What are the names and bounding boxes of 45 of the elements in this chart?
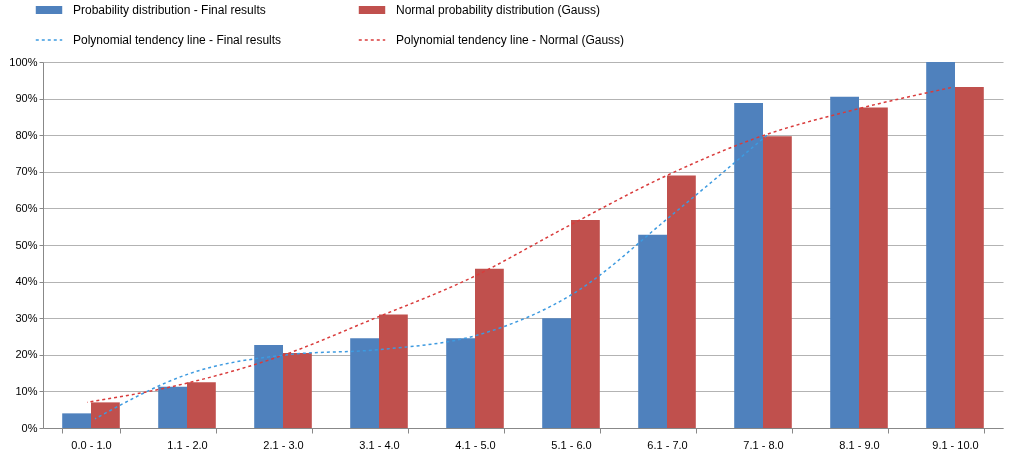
- x-tick-label: 9.1 - 10.0: [932, 438, 979, 451]
- y-tick-label: 70%: [15, 165, 38, 178]
- x-tick-label: 0.0 - 1.0: [71, 438, 112, 451]
- bar: [830, 96, 859, 428]
- y-tick-label: 30%: [15, 311, 38, 324]
- y-tick-label: 20%: [15, 348, 38, 361]
- bar: [734, 102, 763, 428]
- bar: [638, 234, 667, 428]
- bar: [667, 175, 696, 428]
- x-tick-label: 7.1 - 8.0: [743, 438, 784, 451]
- y-tick-label: 90%: [15, 92, 38, 105]
- y-tick-label: 0%: [21, 421, 38, 434]
- bar: [955, 86, 984, 428]
- x-tick-label: 6.1 - 7.0: [647, 438, 688, 451]
- y-tick-label: 100%: [9, 55, 38, 68]
- y-tick-label: 50%: [15, 238, 38, 251]
- x-tick-label: 5.1 - 6.0: [551, 438, 592, 451]
- legend-label: Polynomial tendency line - Final results: [73, 33, 282, 47]
- bar: [158, 386, 187, 428]
- bar: [926, 62, 955, 428]
- y-tick-label: 40%: [15, 275, 38, 288]
- bar: [283, 352, 312, 428]
- bar: [542, 318, 571, 428]
- legend-label: Polynomial tendency line - Normal (Gauss): [396, 33, 625, 47]
- x-tick-label: 1.1 - 2.0: [167, 438, 208, 451]
- bar: [763, 136, 792, 428]
- x-tick-label: 2.1 - 3.0: [263, 438, 304, 451]
- bar: [254, 344, 283, 428]
- bar: [379, 314, 408, 428]
- bar: [859, 107, 888, 428]
- bar: [446, 338, 475, 428]
- y-tick-label: 80%: [15, 128, 38, 141]
- bar: [91, 402, 120, 428]
- bar: [350, 338, 379, 428]
- bar: [475, 268, 504, 428]
- bar: [571, 220, 600, 428]
- x-tick-label: 4.1 - 5.0: [455, 438, 496, 451]
- bar: [62, 413, 91, 428]
- y-tick-label: 10%: [15, 384, 38, 397]
- x-tick-label: 8.1 - 9.0: [839, 438, 880, 451]
- y-tick-label: 60%: [15, 201, 38, 214]
- legend-label: Probability distribution - Final results: [73, 3, 266, 17]
- legend-label: Normal probability distribution (Gauss): [396, 3, 601, 17]
- x-tick-label: 3.1 - 4.0: [359, 438, 400, 451]
- bar: [187, 382, 216, 428]
